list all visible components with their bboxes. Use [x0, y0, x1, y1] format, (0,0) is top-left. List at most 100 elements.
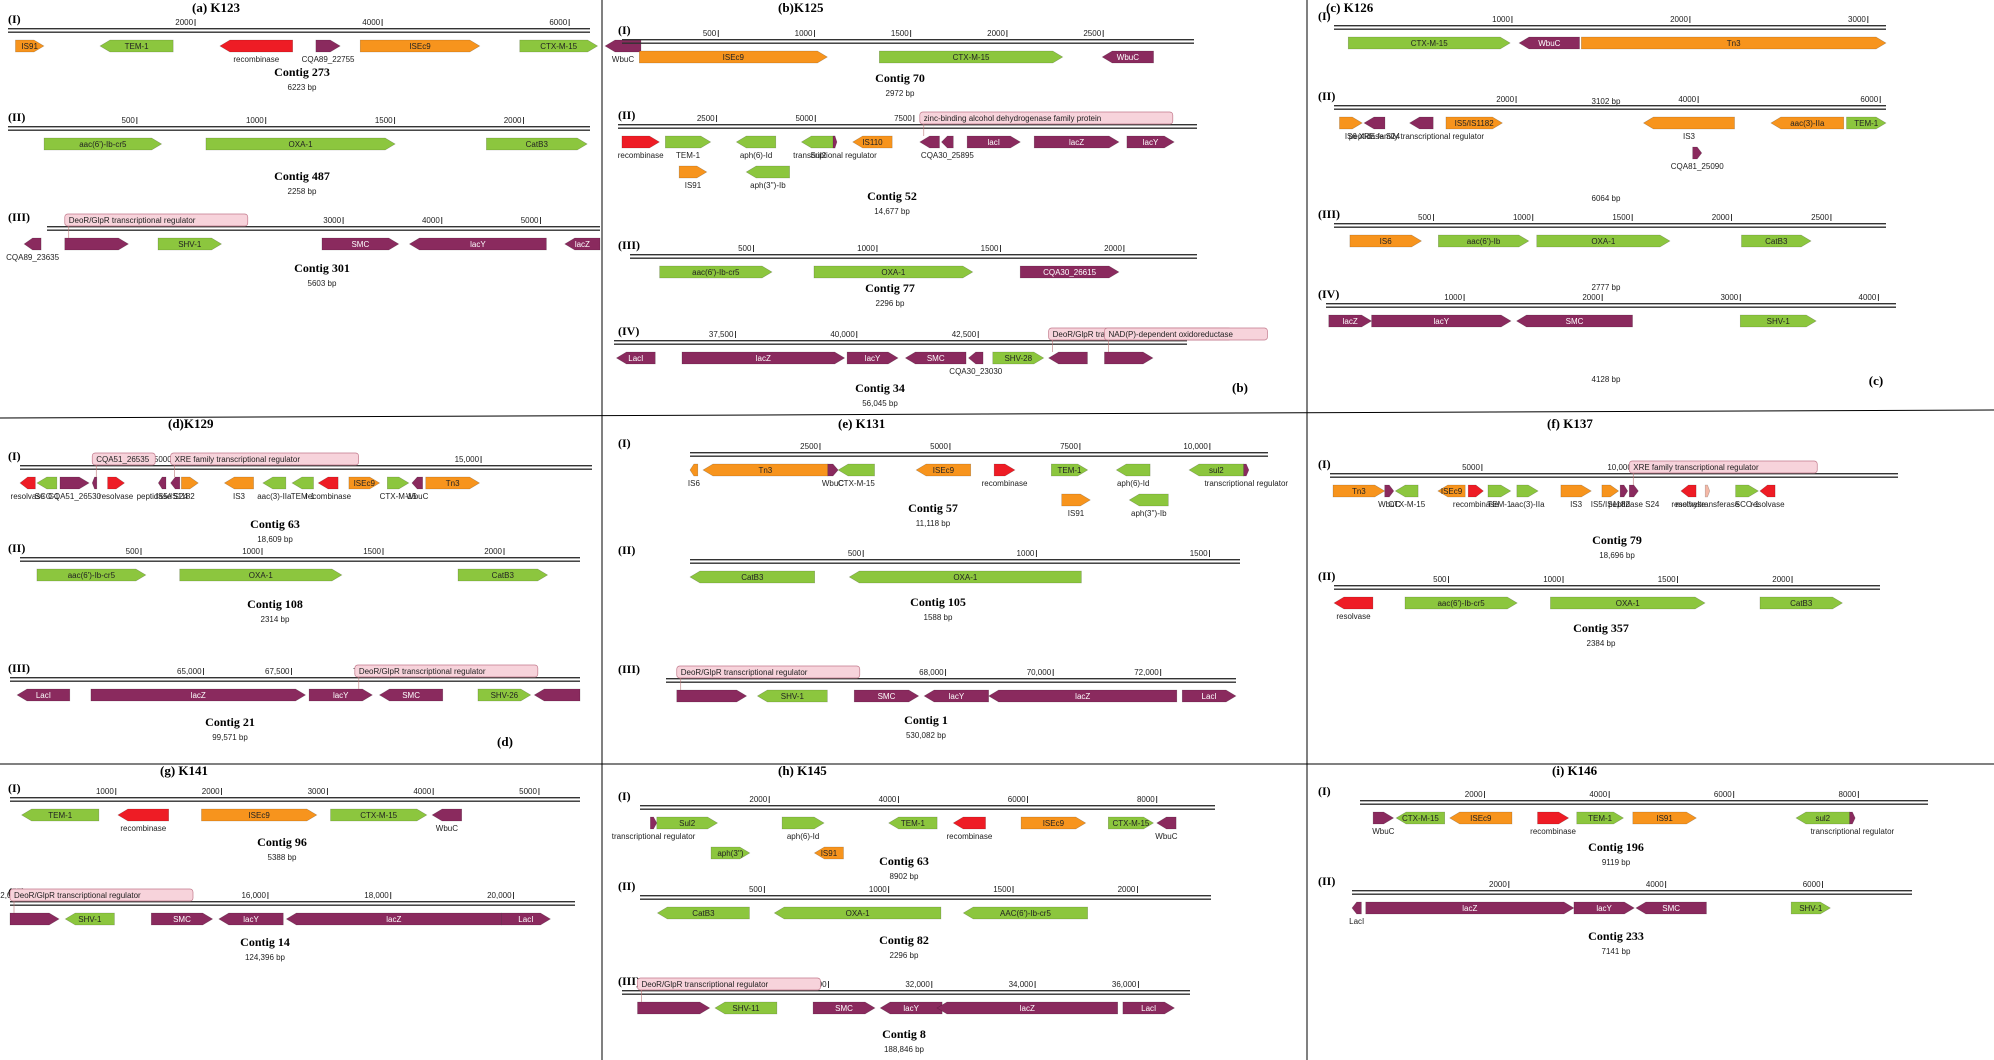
contig-name: Contig 301	[294, 261, 350, 275]
gene-label: CTX-M-15	[1402, 814, 1439, 823]
tick-label: 3000	[323, 216, 341, 225]
gene-label: recombinase	[618, 151, 664, 160]
annotation-tag: zinc-binding alcohol dehydrogenase famil…	[924, 114, 1101, 123]
row-roman-label: (II)	[1318, 874, 1335, 888]
gene-label: recombinase	[982, 479, 1028, 488]
panel-title: (e) K131	[838, 416, 885, 431]
annotation-tag-box	[91, 452, 156, 466]
tick-label: 10,000	[1607, 463, 1632, 472]
gene-label: aac(6')-Ib-cr5	[692, 268, 740, 277]
contig-length: 124,396 bp	[245, 953, 286, 962]
gene-label: OXA-1	[881, 268, 906, 277]
gene-aph-6-id-arrow	[735, 135, 777, 149]
gene-label: AAC(6')-Ib-cr5	[1000, 909, 1051, 918]
gene-unnamed-arrow	[1619, 484, 1629, 498]
gene-label: SHV-1	[78, 915, 102, 924]
tick-label: 7500	[1060, 442, 1078, 451]
gene-smc-arrow	[853, 689, 920, 703]
tick-label: 500	[1418, 213, 1432, 222]
gene-lacy-arrow	[218, 912, 284, 926]
gene-smc-arrow	[904, 351, 967, 365]
contig-length: 99,571 bp	[212, 733, 248, 742]
contig-name: Contig 96	[257, 835, 307, 849]
gene-catb3-arrow	[486, 137, 588, 151]
gene-catb3-arrow	[689, 570, 815, 584]
gene-unnamed-arrow	[533, 688, 581, 702]
gene-recombinase-arrow	[219, 39, 293, 53]
backbone-bottom	[1334, 226, 1886, 228]
gene-isec9-arrow	[1437, 484, 1466, 498]
gene-xre-family-transcriptional-regulator-arrow	[1408, 116, 1434, 130]
backbone-top	[10, 901, 575, 903]
contig-row: (I) 1000 2000 3000 4000 5000 TEM-1 recombinase I…	[8, 781, 580, 862]
gene-aac-3-iia-arrow	[262, 476, 287, 490]
contig-length: 18,609 bp	[257, 535, 293, 544]
gene-resolvase-arrow	[1333, 596, 1374, 610]
gene-deor-glpr-transcriptional-regulator-arrow	[637, 1001, 711, 1015]
gene-isec9-arrow	[1020, 816, 1087, 830]
backbone-top	[1334, 585, 1880, 587]
backbone-bottom	[622, 993, 1190, 995]
gene-label: IS5/IS1182	[1455, 119, 1495, 128]
gene-isec9-arrow	[348, 476, 381, 490]
contig-length: 56,045 bp	[862, 399, 898, 408]
gene-shv-1-arrow	[1739, 314, 1817, 328]
gene-label: Tn3	[446, 479, 460, 488]
gene-label: SCO-1	[1735, 500, 1760, 509]
gene-peptidase-s24-arrow	[157, 476, 167, 490]
gene-label: CatB3	[741, 573, 764, 582]
gene-tem-1-arrow	[1576, 811, 1625, 825]
tick-label: 6000	[1860, 95, 1878, 104]
gene-label: LacI	[1141, 1004, 1156, 1013]
gene-tem-1-arrow	[665, 135, 712, 149]
tick-label: 500	[848, 549, 862, 558]
gene-oxa-1-arrow	[773, 906, 942, 920]
tick-label: 2000	[1465, 790, 1483, 799]
contig-row: (II) 500 1000 1500 2000 CatB3 OXA-1 AAC(6')-Ib-…	[618, 879, 1211, 960]
gene-laci-arrow	[16, 688, 71, 702]
gene-is6-arrow	[1339, 116, 1363, 130]
contig-row: (II) 500 1000 1500 2000 aac(6')-Ib-cr5 OXA-1 Ca…	[8, 541, 580, 624]
panel-title: (a) K123	[192, 0, 241, 15]
gene-tem-1-arrow	[21, 808, 100, 822]
gene-label: WbuC	[612, 55, 634, 64]
gene-is5-is1182-arrow	[1601, 484, 1620, 498]
gene-ctx-m-15-arrow	[1107, 816, 1155, 830]
gene-laci-arrow	[1181, 689, 1237, 703]
tick-label: 500	[126, 547, 140, 556]
gene-label: LacI	[628, 354, 643, 363]
tick-label: 2000	[749, 795, 767, 804]
gene-label: lacY	[1596, 904, 1612, 913]
gene-recombinase-arrow	[117, 808, 169, 822]
gene-ctx-m-15-arrow	[1394, 484, 1419, 498]
tick-label: 1000	[857, 244, 875, 253]
panel-title: (h) K145	[778, 763, 827, 778]
backbone-top	[8, 28, 590, 30]
annotation-tag-box	[170, 452, 359, 466]
annotation-tag: DeoR/GlpR transcriptional regulator	[681, 668, 808, 677]
gene-label: lacZ	[386, 915, 401, 924]
panel-e: (e) K131(I) 2500 5000 7500 10,000IS6Tn3WbuCC…	[618, 416, 1288, 740]
gene-label: recombinase	[305, 492, 351, 501]
tick-label: 36,000	[1112, 980, 1137, 989]
gene-wbuc-arrow	[1156, 816, 1177, 830]
gene-label: SMC	[1662, 904, 1680, 913]
contig-row: (III)64,00066,00068,00070,00072,000DeoR/…	[618, 662, 1237, 740]
gene-label: ISEc9	[248, 811, 270, 820]
gene-is3-arrow	[1642, 116, 1735, 130]
gene-label: lacZ	[1462, 904, 1477, 913]
gene-ctx-m-15-arrow	[837, 463, 875, 477]
contig-length: 2777 bp	[1592, 283, 1621, 292]
backbone-bottom	[614, 343, 1187, 345]
contig-length: 14,677 bp	[874, 207, 910, 216]
contig-row: (III)28,00030,00032,00034,00036,000DeoR/…	[618, 974, 1190, 1054]
gene-zinc-binding-alcohol-dehydrogenase-family-protein-arrow	[919, 135, 940, 149]
gene-cqa30-26615-arrow	[1019, 265, 1120, 279]
gene-label: peptidase S24	[137, 492, 189, 501]
panel-title: (b)K125	[778, 0, 824, 15]
backbone-bottom	[1334, 28, 1886, 30]
gene-label: lacY	[1434, 317, 1450, 326]
gene-label: CQA30_23030	[949, 367, 1002, 376]
tick-label: 6000	[549, 18, 567, 27]
